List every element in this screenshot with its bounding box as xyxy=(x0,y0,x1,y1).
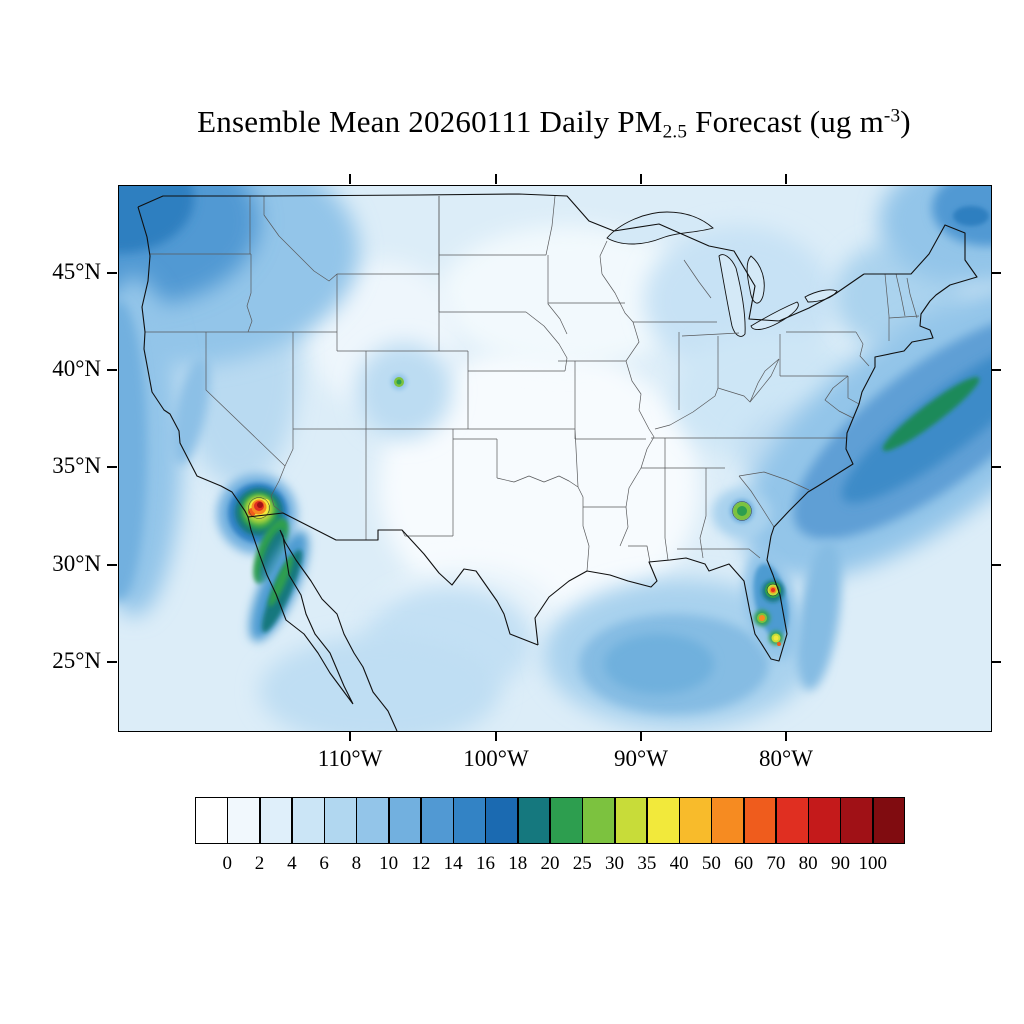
lat-tick-label: 30°N xyxy=(52,551,101,576)
colorbar-tick-label: 100 xyxy=(858,853,887,874)
colorbar-tick-label: 12 xyxy=(411,853,431,874)
lat-tick-label: 40°N xyxy=(52,356,101,381)
colorbar-cell xyxy=(259,797,293,844)
colorbar-cell xyxy=(711,797,745,844)
lat-tick-left xyxy=(107,369,117,371)
colorbar-cell xyxy=(356,797,390,844)
colorbar-cell xyxy=(485,797,519,844)
lat-tick-label: 45°N xyxy=(52,259,101,284)
lon-tick-bottom xyxy=(349,731,351,741)
colorbar-cell xyxy=(646,797,680,844)
colorbar-cell xyxy=(614,797,648,844)
lon-tick-label: 110°W xyxy=(317,746,383,771)
lon-tick-bottom xyxy=(495,731,497,741)
colorbar-cell xyxy=(743,797,777,844)
colorbar-tick-label: 50 xyxy=(701,853,721,874)
colorbar-cell xyxy=(679,797,712,844)
lon-tick-bottom xyxy=(640,731,642,741)
colorbar-tick-label: 30 xyxy=(605,853,625,874)
lon-tick-top xyxy=(640,174,642,184)
lon-tick-label: 80°W xyxy=(759,746,813,771)
colorbar-tick-label: 70 xyxy=(766,853,786,874)
map-canvas xyxy=(119,186,991,731)
colorbar-tick-label: 20 xyxy=(540,853,560,874)
colorbar-tick-label: 14 xyxy=(443,853,463,874)
colorbar-tick-label: 25 xyxy=(572,853,592,874)
title-middle: Forecast (ug m xyxy=(687,104,884,139)
title-suffix: ) xyxy=(900,104,911,139)
lon-tick-label: 100°W xyxy=(463,746,529,771)
colorbar-cell xyxy=(291,797,325,844)
colorbar-cell xyxy=(195,797,228,844)
lat-tick-right xyxy=(991,466,1001,468)
colorbar-cell xyxy=(420,797,454,844)
colorbar-tick-label: 8 xyxy=(351,853,362,874)
colorbar-tick-label: 90 xyxy=(830,853,850,874)
lat-tick-left xyxy=(107,466,117,468)
colorbar-tick-label: 6 xyxy=(319,853,329,874)
lat-tick-right xyxy=(991,272,1001,274)
colorbar-tick-label: 0 xyxy=(222,853,233,874)
colorbar-tick-label: 35 xyxy=(637,853,657,874)
pm25-field-layer xyxy=(119,186,991,731)
lon-tick-top xyxy=(495,174,497,184)
lat-tick-label: 35°N xyxy=(52,453,101,478)
colorbar-cell xyxy=(388,797,422,844)
coastline-borders xyxy=(137,193,978,731)
lat-tick-left xyxy=(107,661,117,663)
title-subscript: 2.5 xyxy=(662,121,688,143)
colorbar-tick-label: 4 xyxy=(287,853,297,874)
colorbar-tick-label: 18 xyxy=(508,853,528,874)
lon-tick-bottom xyxy=(785,731,787,741)
lon-tick-label: 90°W xyxy=(614,746,668,771)
colorbar-tick-label: 10 xyxy=(379,853,399,874)
state-boundaries xyxy=(145,195,920,572)
lat-tick-left xyxy=(107,564,117,566)
colorbar-cell xyxy=(550,797,583,844)
title-prefix: Ensemble Mean 20260111 Daily PM xyxy=(197,104,663,139)
colorbar-tick-label: 16 xyxy=(475,853,495,874)
lat-tick-right xyxy=(991,564,1001,566)
colorbar-tick-label: 40 xyxy=(669,853,689,874)
colorbar-tick-label: 60 xyxy=(734,853,754,874)
colorbar-cell xyxy=(453,797,486,844)
figure-title: Ensemble Mean 20260111 Daily PM2.5 Forec… xyxy=(118,104,990,143)
colorbar-cell xyxy=(775,797,809,844)
lat-tick-right xyxy=(991,369,1001,371)
colorbar-tick-label: 2 xyxy=(254,853,265,874)
lon-tick-top xyxy=(785,174,787,184)
colorbar-cell xyxy=(582,797,616,844)
colorbar-cell xyxy=(324,797,357,844)
title-superscript: -3 xyxy=(883,105,901,127)
lat-tick-right xyxy=(991,661,1001,663)
colorbar-cell xyxy=(227,797,261,844)
colorbar-cell xyxy=(872,797,906,844)
lat-tick-label: 25°N xyxy=(52,648,101,673)
colorbar-tick-label: 80 xyxy=(798,853,818,874)
lon-tick-top xyxy=(349,174,351,184)
map-frame xyxy=(118,185,992,732)
lat-tick-left xyxy=(107,272,117,274)
great-lakes xyxy=(606,211,838,337)
colorbar-cell xyxy=(840,797,874,844)
colorbar-cell xyxy=(808,797,841,844)
colorbar-cell xyxy=(517,797,551,844)
